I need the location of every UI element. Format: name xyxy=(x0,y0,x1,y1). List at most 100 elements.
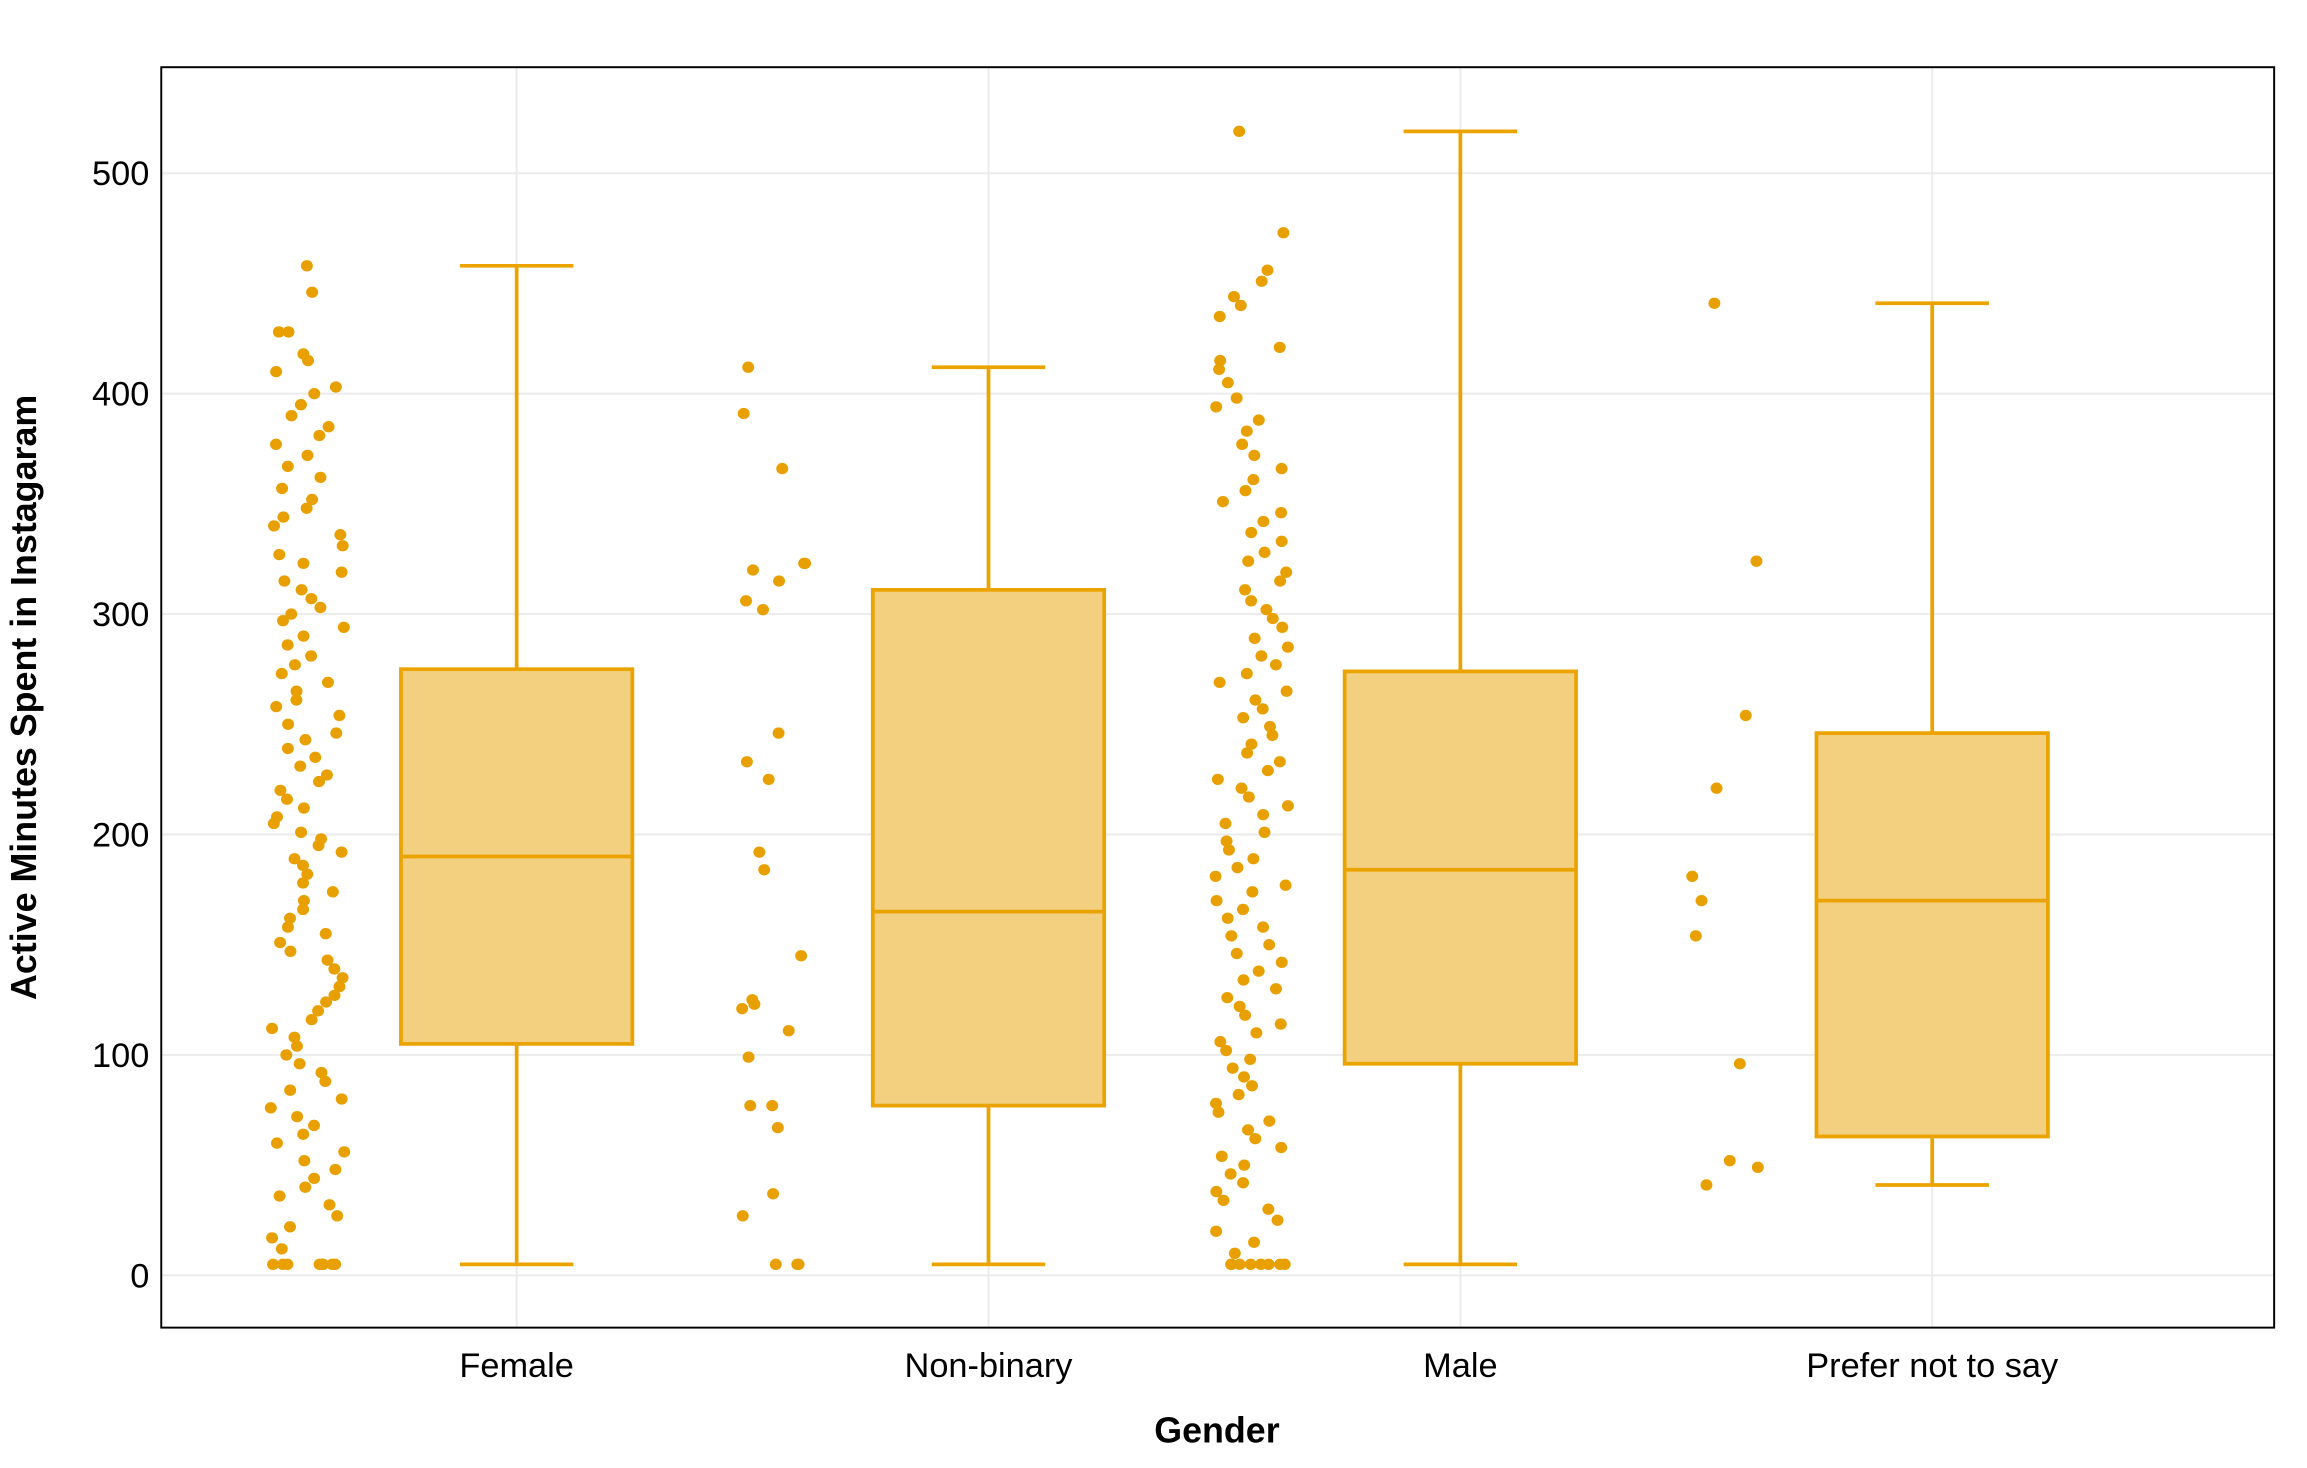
data-point xyxy=(1241,747,1254,759)
data-point xyxy=(320,996,333,1008)
data-point xyxy=(329,381,342,393)
data-point xyxy=(1250,1027,1263,1039)
data-point xyxy=(1254,1258,1267,1271)
data-point xyxy=(285,410,298,422)
data-point xyxy=(742,361,755,373)
data-point xyxy=(1237,712,1250,724)
x-tick-label: Non-binary xyxy=(905,1347,1074,1385)
data-point xyxy=(758,864,771,876)
data-point xyxy=(1244,1053,1257,1066)
data-point xyxy=(767,1188,780,1200)
data-point xyxy=(1248,449,1261,462)
x-tick-label: Prefer not to say xyxy=(1806,1347,2059,1385)
y-tick-label: 500 xyxy=(92,155,149,193)
y-axis-title: Active Minutes Spent in Instagaram xyxy=(4,395,44,1000)
data-point xyxy=(275,667,288,680)
data-point xyxy=(333,980,346,993)
data-point xyxy=(313,1258,326,1271)
data-point xyxy=(776,462,789,475)
data-point xyxy=(772,727,785,739)
data-point xyxy=(1277,227,1290,239)
data-point xyxy=(1248,1236,1261,1248)
data-point xyxy=(288,1031,301,1043)
data-point xyxy=(1233,1000,1246,1013)
jitter-points xyxy=(264,125,1764,1271)
data-point xyxy=(1256,703,1269,715)
data-point xyxy=(281,793,293,805)
data-point xyxy=(1230,947,1243,960)
data-point xyxy=(1247,853,1260,865)
data-point xyxy=(1228,290,1240,303)
data-point xyxy=(266,1022,279,1035)
data-point xyxy=(1710,782,1723,794)
data-point xyxy=(1238,1159,1251,1171)
data-point xyxy=(322,421,335,433)
data-point xyxy=(273,1190,286,1202)
data-point xyxy=(299,1181,312,1193)
data-point xyxy=(336,972,349,984)
data-point xyxy=(1271,1214,1284,1226)
data-point xyxy=(1750,555,1763,567)
data-point xyxy=(1257,515,1270,528)
data-point xyxy=(321,676,334,689)
box-iqr xyxy=(870,587,1107,1108)
data-point xyxy=(312,1005,325,1017)
data-point xyxy=(333,709,346,722)
data-point xyxy=(1219,817,1232,830)
data-point xyxy=(314,601,327,614)
data-point xyxy=(338,1146,351,1158)
data-point xyxy=(1242,791,1255,803)
data-point xyxy=(1214,1036,1227,1048)
data-point xyxy=(1274,1018,1287,1030)
data-point xyxy=(1266,612,1279,625)
data-point xyxy=(1275,535,1288,548)
data-point xyxy=(1233,125,1246,138)
data-point xyxy=(1233,1258,1246,1271)
data-point xyxy=(1210,894,1223,907)
data-point xyxy=(742,1051,755,1063)
data-point xyxy=(1279,879,1292,891)
data-point xyxy=(1269,983,1282,995)
data-point xyxy=(1242,555,1255,567)
data-point xyxy=(1255,650,1268,662)
data-point xyxy=(1686,870,1699,883)
x-axis-title: Gender xyxy=(1154,1411,1279,1451)
y-tick-label: 0 xyxy=(130,1257,149,1295)
data-point xyxy=(293,1058,306,1070)
data-point xyxy=(290,685,303,697)
data-point xyxy=(1266,729,1279,741)
data-point xyxy=(315,1066,328,1079)
data-point xyxy=(284,912,296,924)
data-point xyxy=(1249,694,1262,706)
data-point xyxy=(1240,425,1253,437)
data-point xyxy=(1260,603,1273,616)
data-point xyxy=(1275,1141,1288,1154)
data-point xyxy=(1261,764,1274,777)
data-point xyxy=(294,760,307,772)
data-point xyxy=(270,438,282,451)
data-point xyxy=(1225,930,1238,942)
data-point xyxy=(285,608,298,620)
data-point xyxy=(312,839,325,852)
data-point xyxy=(334,529,347,541)
data-point xyxy=(267,1258,280,1271)
y-tick-label: 300 xyxy=(92,596,149,634)
data-point xyxy=(281,639,294,651)
data-point xyxy=(1221,376,1234,389)
data-point xyxy=(1751,1161,1764,1174)
data-point xyxy=(291,1110,304,1123)
boxes xyxy=(399,129,2050,1267)
data-point xyxy=(298,1155,311,1167)
data-point xyxy=(268,520,280,532)
data-point xyxy=(1245,595,1258,607)
data-point xyxy=(313,429,326,442)
data-point xyxy=(1263,1115,1276,1127)
data-point xyxy=(290,694,303,706)
data-point xyxy=(301,868,314,880)
data-point xyxy=(314,471,327,484)
data-point xyxy=(736,1210,749,1222)
data-point xyxy=(1689,930,1702,942)
data-point xyxy=(1262,1203,1275,1215)
data-point xyxy=(281,742,294,755)
data-point xyxy=(335,846,348,858)
